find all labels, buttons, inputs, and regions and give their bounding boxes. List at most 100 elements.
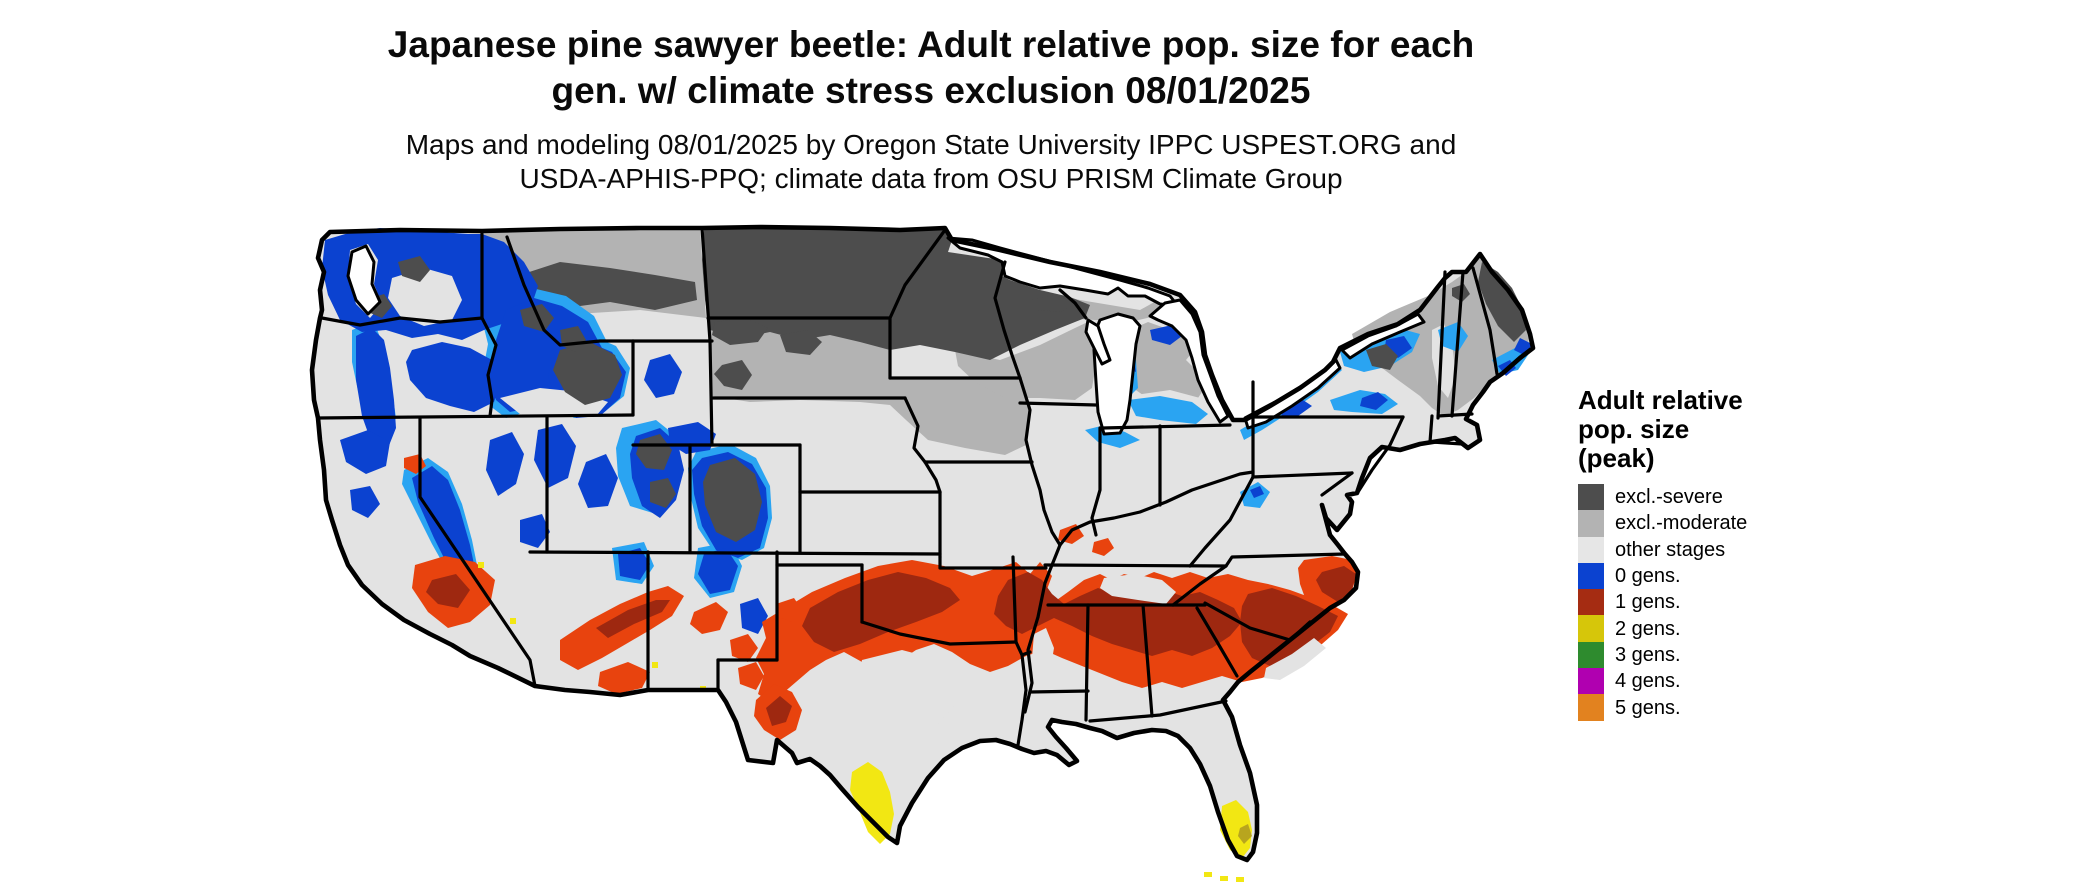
legend-label: other stages — [1615, 538, 1726, 561]
yellow-keys-2 — [1220, 876, 1228, 881]
border-ny-ct — [1428, 414, 1434, 444]
border-la-ms-31n — [1028, 689, 1090, 694]
legend-swatch-5-gens — [1578, 694, 1604, 721]
blue-new-mexico-2 — [740, 598, 768, 634]
severe-sd-patch-1 — [712, 318, 768, 345]
border-nh-me — [1471, 266, 1499, 376]
border-ga-sc — [1195, 606, 1239, 678]
state-borders — [316, 226, 1499, 747]
darkred-carolinas — [1240, 588, 1338, 666]
legend-item-4-gens: 4 gens. — [1578, 668, 1838, 695]
red-guadalupe — [738, 662, 764, 690]
border-mt-nd-wy-sd — [700, 226, 714, 447]
border-appalachia-wv-va-ky — [1188, 475, 1255, 568]
legend-item-0-gens: 0 gens. — [1578, 562, 1838, 590]
red-new-mexico-2 — [730, 634, 758, 662]
legend-swatch-2-gens — [1578, 615, 1604, 642]
border-nd-mn — [888, 228, 947, 380]
legend-item-5-gens: 5 gens. — [1578, 694, 1838, 721]
puget-sound — [346, 244, 382, 316]
legend-item-1-gens: 1 gens. — [1578, 589, 1838, 616]
severe-adirondack — [1366, 344, 1398, 370]
border-ne-ia-mo — [903, 396, 942, 494]
blue-nevada-range-4 — [520, 514, 550, 548]
border-il-in — [1090, 426, 1102, 537]
title-line-1: Japanese pine sawyer beetle: Adult relat… — [387, 24, 1475, 65]
darkred-west-texas — [766, 696, 792, 726]
border-md-va — [1320, 471, 1354, 497]
border-ny-vt — [1436, 270, 1447, 420]
blue-arizona-rim — [618, 548, 650, 580]
border-pa-nj — [1356, 415, 1405, 494]
legend-label: 3 gens. — [1615, 643, 1681, 666]
darkred-oklahoma-texas — [802, 572, 960, 652]
red-south-arizona — [598, 662, 650, 694]
border-or-id — [480, 316, 498, 418]
border-wi-mi-up — [1058, 288, 1088, 320]
severe-colorado-core — [703, 458, 762, 542]
blue-blue-mountains — [406, 342, 502, 412]
border-id-mt — [505, 235, 635, 347]
region-severe-overlays — [366, 256, 1470, 542]
us-outline — [309, 224, 1536, 863]
blue-wv-spot — [1250, 486, 1264, 498]
border-ca-nv — [418, 416, 537, 688]
yellow-keys-3 — [1236, 877, 1244, 882]
border-mi-oh-in — [1101, 423, 1232, 430]
legend-item-excl-severe: excl.-severe — [1578, 484, 1838, 511]
blue-nevada-range-2 — [534, 424, 576, 488]
blue-nevada-range-1 — [486, 432, 524, 496]
darkred-arizona-ribbon — [596, 600, 670, 638]
border-ms-al — [1084, 603, 1090, 722]
border-pa-md — [1251, 471, 1354, 479]
blue-north-california-1 — [340, 430, 390, 474]
severe-washington-spot-1 — [398, 256, 430, 282]
border-vt-nh — [1450, 270, 1465, 418]
severe-yellowstone — [553, 342, 622, 405]
border-al-ga — [1141, 603, 1154, 718]
yellow-dot-arizona — [652, 662, 658, 668]
legend-item-other-stages: other stages — [1578, 536, 1838, 563]
legend-item-3-gens: 3 gens. — [1578, 641, 1838, 669]
legend-title-line-2: pop. size — [1578, 414, 1690, 444]
figure-subtitle: Maps and modeling 08/01/2025 by Oregon S… — [0, 128, 1862, 196]
severe-utah-spot-2 — [650, 478, 676, 508]
light-middle-tennessee — [1100, 574, 1176, 604]
border-red-river — [860, 620, 1018, 646]
legend-label: excl.-moderate — [1615, 512, 1748, 535]
figure-header: Japanese pine sawyer beetle: Adult relat… — [0, 22, 1862, 196]
green-bay — [1084, 318, 1112, 366]
subtitle-line-1: Maps and modeling 08/01/2025 by Oregon S… — [405, 129, 1457, 160]
border-upper-mississippi — [1018, 376, 1062, 547]
legend-swatch-4-gens — [1578, 668, 1604, 695]
blue-north-california-2 — [350, 486, 380, 518]
title-line-2: gen. w/ climate stress exclusion 08/01/2… — [551, 70, 1311, 111]
border-wa-or — [320, 316, 484, 327]
severe-up-patch — [1030, 295, 1075, 312]
legend-swatch-excl-moderate — [1578, 510, 1604, 537]
region-2gens-olive — [1238, 824, 1252, 844]
moderate-wisconsin — [955, 320, 1098, 400]
legend-swatch-3-gens — [1578, 641, 1604, 669]
legend-items: excl.-severe excl.-moderate other stages… — [1578, 484, 1838, 721]
light-central-texas — [858, 650, 960, 740]
legend-swatch-0-gens — [1578, 562, 1604, 590]
legend-label: 4 gens. — [1615, 670, 1681, 693]
blue-bighorn — [644, 354, 682, 398]
blue-new-mexico-1 — [698, 548, 738, 594]
blue-catskill-spot — [1360, 392, 1388, 410]
legend-label: 1 gens. — [1615, 591, 1681, 614]
border-42n — [316, 413, 635, 420]
legend-item-excl-moderate: excl.-moderate — [1578, 510, 1838, 537]
severe-utah-spot-1 — [636, 434, 672, 470]
darkred-socal-core — [426, 574, 470, 608]
legend-label: 2 gens. — [1615, 617, 1681, 640]
border-fl-north — [1088, 699, 1228, 723]
light-columbia-basin — [388, 268, 462, 326]
red-new-mexico-1 — [690, 602, 728, 634]
blue-erie-spot — [1280, 398, 1312, 416]
darkred-midsouth — [994, 572, 1242, 656]
legend-title: Adult relative pop. size (peak) — [1578, 386, 1838, 473]
lake-huron — [1148, 298, 1230, 424]
